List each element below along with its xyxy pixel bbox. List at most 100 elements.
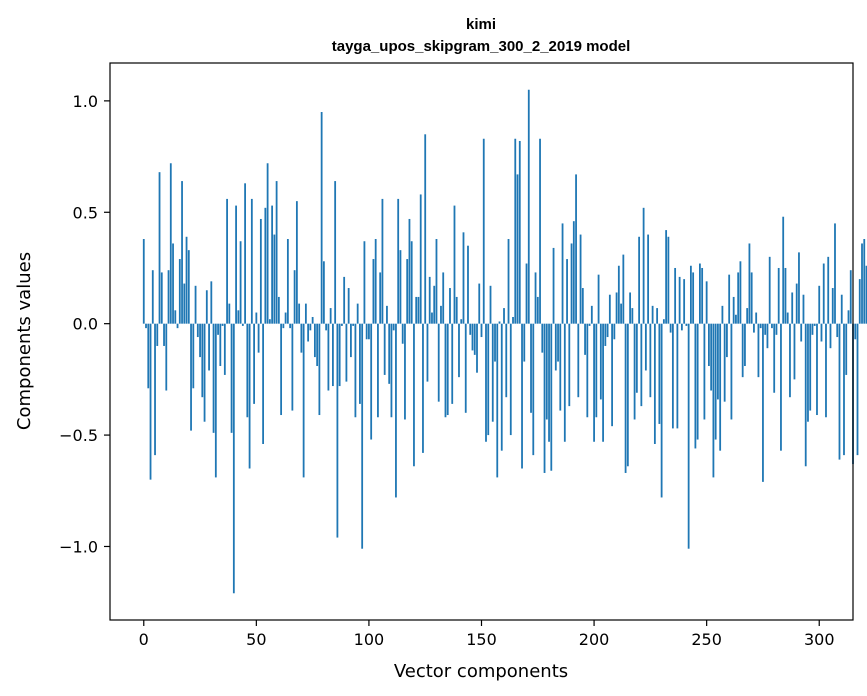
bar-276: [764, 323, 767, 335]
chart-subtitle: tayga_upos_skipgram_300_2_2019 model: [332, 38, 631, 55]
bar-165: [514, 138, 517, 324]
bar-44: [241, 323, 244, 326]
bar-92: [350, 323, 352, 358]
bar-136: [449, 288, 451, 324]
x-tick-label: 100: [354, 630, 385, 649]
bar-234: [669, 323, 672, 333]
bar-128: [431, 312, 433, 324]
bar-270: [750, 272, 753, 324]
bar-248: [701, 267, 704, 324]
bar-27: [203, 323, 206, 422]
bar-253: [712, 323, 715, 478]
bar-144: [467, 245, 469, 324]
bar-244: [692, 272, 695, 324]
bar-132: [440, 305, 442, 324]
bar-301: [820, 323, 823, 342]
bar-186: [561, 223, 564, 324]
bar-190: [570, 243, 573, 324]
bar-4: [151, 270, 154, 324]
bar-311: [843, 323, 845, 456]
bar-227: [653, 323, 656, 444]
bar-1: [145, 323, 147, 329]
bar-191: [572, 221, 575, 324]
bar-89: [343, 276, 346, 324]
bar-181: [550, 323, 553, 471]
bar-265: [739, 261, 742, 324]
bar-217: [631, 308, 634, 324]
bar-49: [253, 323, 255, 404]
y-tick-label: −1.0: [59, 537, 98, 556]
bar-258: [723, 323, 726, 402]
bar-62: [282, 323, 285, 329]
bar-102: [372, 259, 375, 324]
bar-159: [500, 323, 503, 451]
bar-86: [336, 323, 339, 538]
bar-164: [512, 316, 514, 324]
bar-5: [154, 323, 156, 456]
bar-8: [160, 272, 163, 324]
bar-312: [845, 323, 848, 375]
bar-68: [295, 201, 298, 324]
bar-204: [602, 323, 604, 442]
bar-177: [541, 323, 544, 353]
bar-16: [178, 259, 181, 324]
bar-228: [656, 308, 659, 324]
bar-150: [480, 323, 483, 338]
bar-155: [491, 323, 494, 422]
bar-251: [708, 323, 710, 367]
bar-71: [302, 323, 305, 478]
bar-205: [604, 323, 607, 346]
bar-61: [280, 323, 283, 416]
bar-243: [689, 265, 692, 324]
bar-313: [847, 310, 850, 324]
bar-74: [309, 323, 312, 331]
bar-73: [307, 323, 310, 342]
bar-287: [789, 323, 791, 398]
bar-291: [798, 252, 800, 324]
bar-85: [334, 181, 337, 324]
x-tick-label: 300: [804, 630, 835, 649]
bar-35: [221, 323, 224, 326]
bar-166: [516, 174, 519, 324]
bar-17: [181, 181, 183, 324]
bar-118: [408, 218, 411, 324]
bar-256: [719, 323, 722, 451]
bar-58: [273, 234, 276, 324]
bar-114: [399, 250, 402, 324]
bar-38: [228, 303, 231, 324]
bar-238: [678, 276, 681, 324]
bar-173: [532, 323, 535, 456]
bar-201: [595, 323, 598, 418]
bar-152: [485, 323, 487, 442]
bar-231: [662, 319, 665, 324]
bar-295: [807, 323, 809, 422]
bar-53: [262, 323, 264, 444]
bar-269: [748, 243, 751, 324]
bar-107: [383, 323, 386, 375]
bar-214: [624, 323, 627, 473]
bar-23: [194, 285, 197, 324]
bar-259: [726, 323, 728, 358]
bar-160: [503, 308, 505, 324]
bar-184: [557, 323, 559, 362]
x-tick-label: 150: [466, 630, 497, 649]
bar-31: [212, 323, 215, 433]
bar-20: [187, 250, 190, 324]
bar-278: [768, 256, 771, 324]
bar-129: [433, 285, 436, 324]
bar-3: [149, 323, 152, 480]
bar-55: [266, 163, 269, 324]
bar-289: [793, 323, 796, 380]
bar-127: [428, 276, 431, 324]
bar-296: [809, 323, 812, 411]
bar-94: [354, 323, 357, 418]
bar-80: [322, 261, 325, 324]
bar-77: [316, 323, 319, 367]
bar-179: [545, 323, 548, 420]
bar-254: [714, 323, 717, 440]
bar-172: [530, 323, 532, 413]
bar-116: [404, 323, 406, 420]
bar-247: [699, 263, 701, 324]
bars-group: [142, 89, 867, 594]
bar-125: [424, 134, 427, 324]
